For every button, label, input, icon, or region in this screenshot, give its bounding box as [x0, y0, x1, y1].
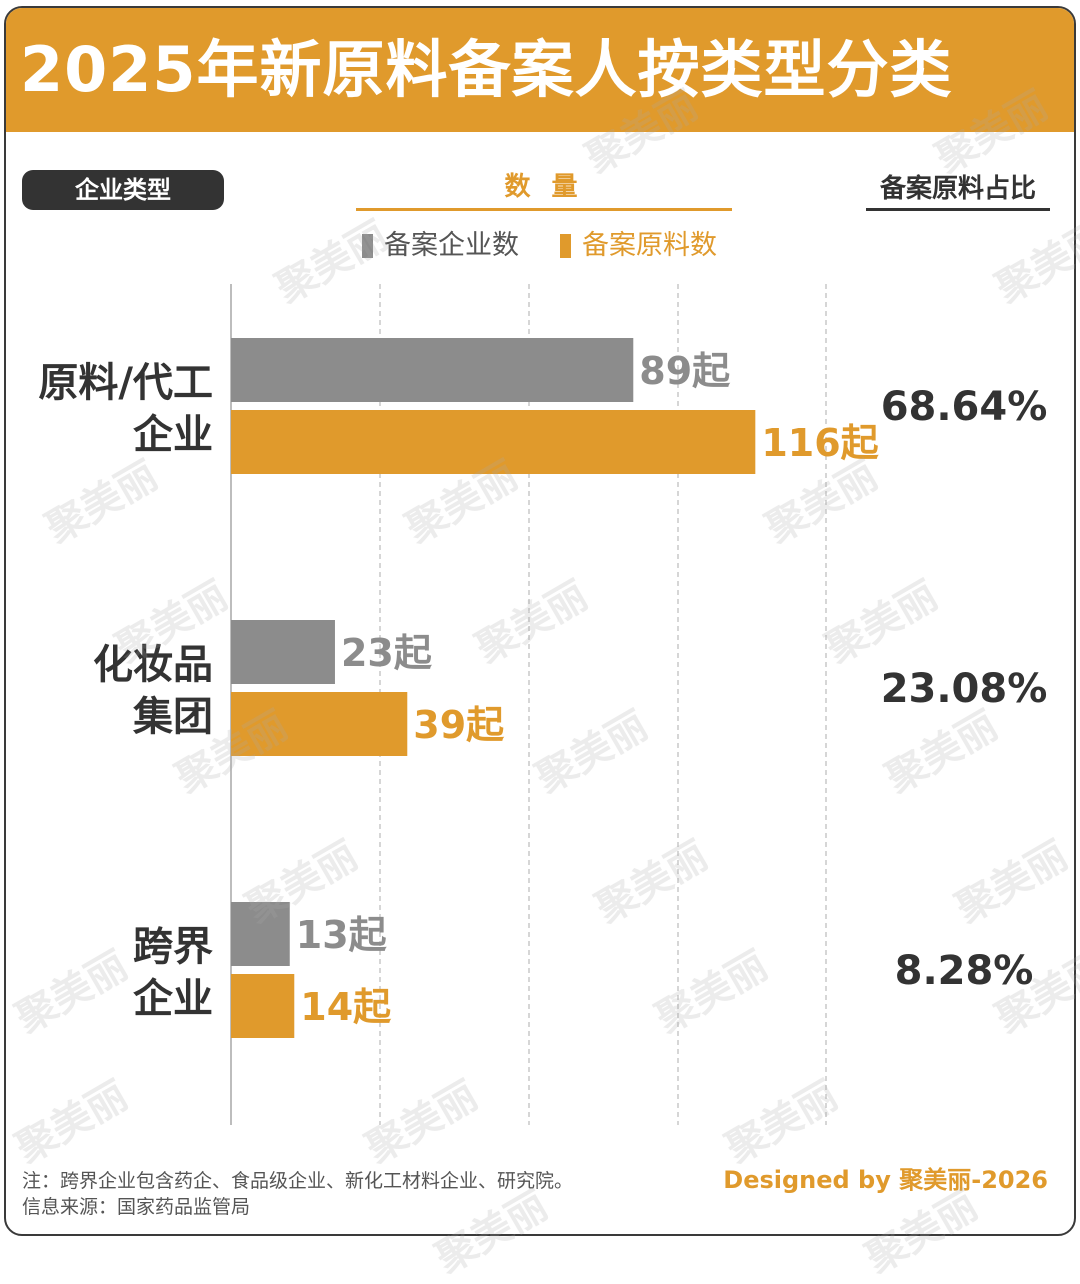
bar	[231, 620, 335, 684]
chart-title: 2025年新原料备案人按类型分类	[20, 33, 953, 106]
data-label: 39起	[413, 703, 505, 747]
bar	[231, 902, 290, 966]
bar	[231, 974, 295, 1038]
bar	[231, 692, 408, 756]
data-label: 116起	[761, 421, 879, 465]
bar	[231, 410, 756, 474]
category-column-header: 企业类型	[22, 170, 224, 210]
quantity-header-underline	[356, 208, 732, 211]
bar	[231, 338, 634, 402]
category-label: 跨界	[133, 924, 213, 970]
data-label: 13起	[296, 913, 388, 957]
ratio-value: 68.64%	[881, 384, 1048, 430]
legend-label-materials: 备案原料数	[582, 230, 717, 261]
category-label: 化妆品	[93, 642, 213, 688]
legend-swatch-gray	[362, 234, 373, 258]
legend-swatch-orange	[560, 234, 571, 258]
infographic-card: 2025年新原料备案人按类型分类	[4, 6, 1076, 1236]
quantity-column-header: 数 量	[504, 172, 584, 202]
bar-chart: 原料/代工企业89起116起68.64%化妆品集团23起39起23.08%跨界企…	[38, 284, 1048, 1125]
ratio-value: 8.28%	[895, 948, 1034, 994]
footnote: 注：跨界企业包含药企、食品级企业、新化工材料企业、研究院。	[22, 1170, 574, 1192]
data-source: 信息来源：国家药品监管局	[22, 1196, 251, 1218]
designer-credit: Designed by 聚美丽-2026	[723, 1166, 1048, 1194]
data-label: 14起	[300, 985, 392, 1029]
data-label: 23起	[341, 631, 433, 675]
category-label: 原料/代工	[38, 360, 213, 406]
ratio-header-underline	[866, 208, 1050, 211]
ratio-value: 23.08%	[881, 666, 1048, 712]
title-banner: 2025年新原料备案人按类型分类	[6, 8, 1074, 132]
category-label: 企业	[133, 976, 213, 1022]
legend-label-companies: 备案企业数	[384, 230, 519, 261]
ratio-column-header: 备案原料占比	[879, 174, 1036, 204]
data-label: 89起	[639, 349, 731, 393]
category-label: 集团	[132, 694, 213, 740]
category-label: 企业	[133, 412, 213, 458]
